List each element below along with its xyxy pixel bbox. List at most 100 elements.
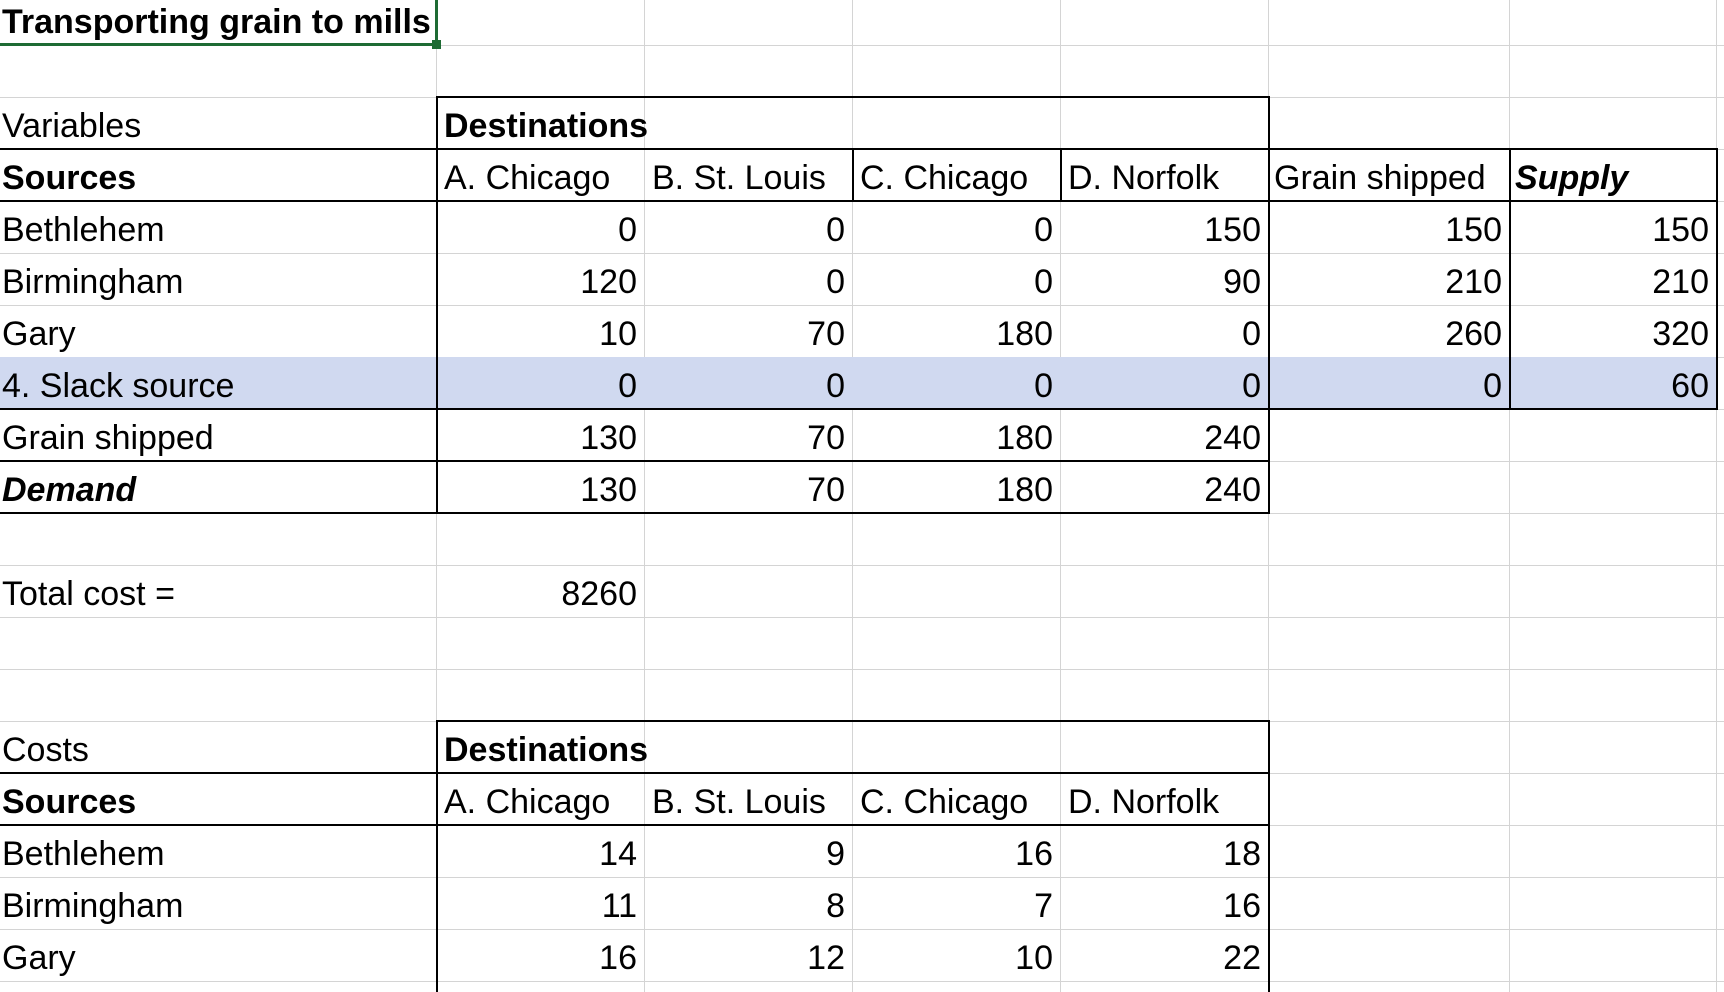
row-label[interactable]: Birmingham bbox=[2, 263, 184, 301]
costs-section-label[interactable]: Costs bbox=[2, 731, 89, 769]
total-cost-value[interactable]: 8260 bbox=[561, 575, 637, 613]
table-cell[interactable]: 210 bbox=[1445, 263, 1502, 301]
table-cell[interactable]: 16 bbox=[1223, 887, 1261, 925]
table-border bbox=[0, 200, 1718, 202]
row-label[interactable]: Gary bbox=[2, 939, 76, 977]
table-border bbox=[436, 96, 1270, 98]
table-border bbox=[0, 148, 1718, 150]
row-label[interactable]: Birmingham bbox=[2, 887, 184, 925]
column-header[interactable]: B. St. Louis bbox=[652, 159, 826, 197]
table-cell[interactable]: 0 bbox=[1242, 315, 1261, 353]
demand-label[interactable]: Demand bbox=[2, 471, 137, 509]
sheet-title[interactable]: Transporting grain to mills bbox=[2, 3, 431, 41]
table-cell[interactable]: 10 bbox=[1015, 939, 1053, 977]
column-header[interactable]: C. Chicago bbox=[860, 783, 1029, 821]
highlighted-row bbox=[0, 357, 1716, 409]
gridline bbox=[0, 305, 1724, 306]
table-border bbox=[0, 772, 1270, 774]
gridline bbox=[1509, 0, 1510, 992]
table-border bbox=[0, 408, 1718, 410]
column-header[interactable]: A. Chicago bbox=[444, 159, 611, 197]
table-cell[interactable]: 320 bbox=[1652, 315, 1709, 353]
column-header[interactable]: Grain shipped bbox=[1274, 159, 1486, 197]
gridline bbox=[0, 565, 1724, 566]
table-border bbox=[852, 149, 854, 201]
table-border bbox=[1268, 96, 1270, 514]
table-cell[interactable]: 12 bbox=[807, 939, 845, 977]
table-cell[interactable]: 10 bbox=[599, 315, 637, 353]
table-cell[interactable]: 16 bbox=[599, 939, 637, 977]
table-cell[interactable]: 0 bbox=[1483, 367, 1502, 405]
table-cell[interactable]: 150 bbox=[1445, 211, 1502, 249]
table-cell[interactable]: 14 bbox=[599, 835, 637, 873]
gridline bbox=[0, 617, 1724, 618]
row-label[interactable]: Gary bbox=[2, 315, 76, 353]
gridline bbox=[852, 0, 853, 992]
table-cell[interactable]: 210 bbox=[1652, 263, 1709, 301]
table-cell[interactable]: 22 bbox=[1223, 939, 1261, 977]
variables-section-label[interactable]: Variables bbox=[2, 107, 142, 145]
table-cell[interactable]: 180 bbox=[996, 315, 1053, 353]
gridline bbox=[0, 929, 1724, 930]
table-border bbox=[1268, 720, 1270, 992]
row-label[interactable]: Bethlehem bbox=[2, 211, 165, 249]
row-label[interactable]: Grain shipped bbox=[2, 419, 214, 457]
table-cell[interactable]: 0 bbox=[826, 367, 845, 405]
table-cell[interactable]: 240 bbox=[1204, 471, 1261, 509]
table-border bbox=[436, 720, 1270, 722]
table-cell[interactable]: 9 bbox=[826, 835, 845, 873]
table-cell[interactable]: 180 bbox=[996, 419, 1053, 457]
table-cell[interactable]: 7 bbox=[1034, 887, 1053, 925]
gridline bbox=[0, 877, 1724, 878]
column-header[interactable]: D. Norfolk bbox=[1068, 783, 1220, 821]
table-cell[interactable]: 70 bbox=[807, 419, 845, 457]
gridline bbox=[0, 981, 1724, 982]
table-border bbox=[1509, 148, 1511, 410]
table-cell[interactable]: 11 bbox=[601, 887, 637, 925]
table-cell[interactable]: 18 bbox=[1223, 835, 1261, 873]
column-header[interactable]: B. St. Louis bbox=[652, 783, 826, 821]
table-cell[interactable]: 0 bbox=[618, 367, 637, 405]
table-cell[interactable]: 0 bbox=[826, 211, 845, 249]
costs-sources-header[interactable]: Sources bbox=[2, 783, 137, 821]
table-border bbox=[1716, 148, 1718, 410]
table-cell[interactable]: 0 bbox=[1034, 211, 1053, 249]
gridline bbox=[0, 253, 1724, 254]
table-cell[interactable]: 0 bbox=[1242, 367, 1261, 405]
table-cell[interactable]: 150 bbox=[1652, 211, 1709, 249]
table-cell[interactable]: 16 bbox=[1015, 835, 1053, 873]
column-header[interactable]: D. Norfolk bbox=[1068, 159, 1220, 197]
table-border bbox=[436, 96, 438, 514]
table-cell[interactable]: 0 bbox=[1034, 263, 1053, 301]
sources-header[interactable]: Sources bbox=[2, 159, 137, 197]
table-cell[interactable]: 70 bbox=[807, 471, 845, 509]
gridline bbox=[1060, 0, 1061, 992]
row-label[interactable]: 4. Slack source bbox=[2, 367, 235, 405]
table-border bbox=[0, 460, 1270, 462]
table-border bbox=[436, 720, 438, 992]
row-label[interactable]: Bethlehem bbox=[2, 835, 165, 873]
table-cell[interactable]: 130 bbox=[580, 471, 637, 509]
column-header[interactable]: A. Chicago bbox=[444, 783, 611, 821]
supply-header[interactable]: Supply bbox=[1515, 159, 1629, 197]
column-header[interactable]: C. Chicago bbox=[860, 159, 1029, 197]
table-cell[interactable]: 130 bbox=[580, 419, 637, 457]
table-cell[interactable]: 150 bbox=[1204, 211, 1261, 249]
table-border bbox=[0, 824, 1270, 826]
costs-destinations-header[interactable]: Destinations bbox=[444, 731, 649, 769]
table-cell[interactable]: 90 bbox=[1223, 263, 1261, 301]
table-cell[interactable]: 260 bbox=[1445, 315, 1502, 353]
table-cell[interactable]: 120 bbox=[580, 263, 637, 301]
table-cell[interactable]: 240 bbox=[1204, 419, 1261, 457]
table-cell[interactable]: 70 bbox=[807, 315, 845, 353]
table-cell[interactable]: 60 bbox=[1671, 367, 1709, 405]
table-cell[interactable]: 180 bbox=[996, 471, 1053, 509]
total-cost-label[interactable]: Total cost = bbox=[2, 575, 175, 613]
table-cell[interactable]: 0 bbox=[1034, 367, 1053, 405]
fill-handle[interactable] bbox=[432, 40, 441, 49]
table-cell[interactable]: 0 bbox=[618, 211, 637, 249]
table-cell[interactable]: 0 bbox=[826, 263, 845, 301]
destinations-header[interactable]: Destinations bbox=[444, 107, 649, 145]
table-cell[interactable]: 8 bbox=[826, 887, 845, 925]
